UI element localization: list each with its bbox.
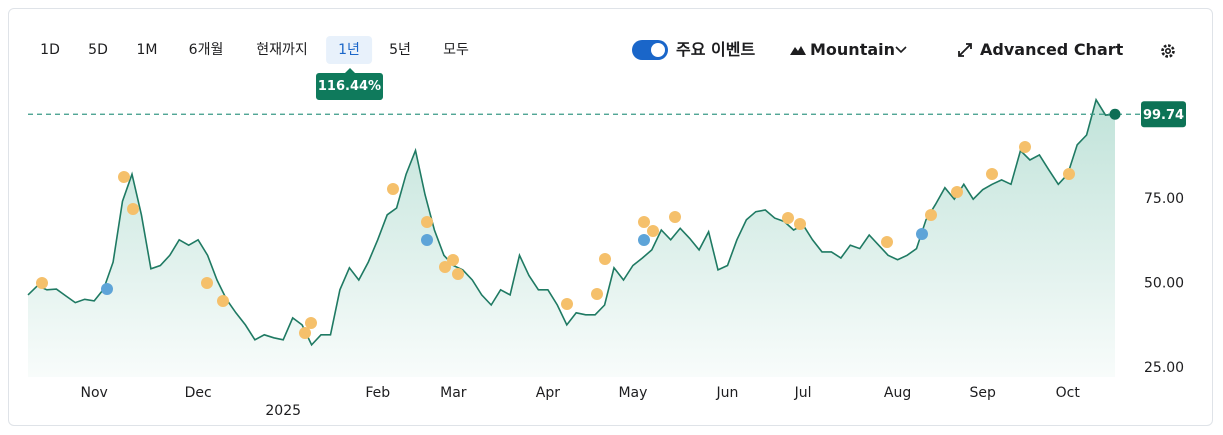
price-line	[27, 97, 1116, 347]
y-tick-label: 50.00	[1144, 275, 1184, 291]
last-value-label: 99.74	[1143, 108, 1184, 123]
x-tick-label: Sep	[969, 385, 996, 401]
toggle-knob	[651, 43, 665, 57]
widget-card	[8, 8, 1213, 426]
event-markers	[36, 141, 1075, 339]
range-button[interactable]: 6개월	[188, 42, 224, 58]
change-tooltip: 116.44%	[316, 68, 383, 100]
year-label: 2025	[265, 403, 301, 419]
events-toggle[interactable]	[632, 40, 668, 60]
x-tick-label: Apr	[536, 385, 560, 401]
advanced-chart[interactable]: Advanced Chart	[980, 40, 1124, 59]
last-point	[1109, 108, 1121, 120]
x-tick-label: Mar	[440, 385, 467, 401]
range-button[interactable]: 1D	[40, 42, 60, 58]
area-fill	[28, 99, 1115, 378]
x-tick-label: Aug	[884, 385, 911, 401]
range-button[interactable]: 모두	[443, 42, 469, 58]
range-button[interactable]: 현재까지	[256, 42, 308, 58]
chart-style[interactable]: Mountain	[810, 40, 896, 59]
chevron	[895, 46, 907, 54]
settings-icon[interactable]	[1159, 42, 1177, 60]
range-button[interactable]: 5년	[389, 42, 411, 58]
x-tick-label: Dec	[185, 385, 212, 401]
x-tick-label: Jun	[716, 385, 739, 401]
range-button[interactable]: 1년	[326, 36, 372, 64]
mountain-icon	[790, 46, 806, 55]
x-tick-label: Jul	[794, 385, 812, 401]
events-label[interactable]: 주요 이벤트	[676, 40, 756, 59]
x-tick-label: Oct	[1056, 385, 1081, 401]
y-tick-label: 25.00	[1144, 360, 1184, 376]
x-tick-label: Nov	[81, 385, 108, 401]
last-value-box	[1141, 101, 1186, 128]
x-tick-label: Feb	[365, 385, 390, 401]
range-button[interactable]: 5D	[88, 42, 108, 58]
y-tick-label: 75.00	[1144, 191, 1184, 207]
range-button[interactable]: 1M	[136, 42, 158, 58]
expand-icon	[958, 43, 972, 57]
x-tick-label: May	[618, 385, 647, 401]
